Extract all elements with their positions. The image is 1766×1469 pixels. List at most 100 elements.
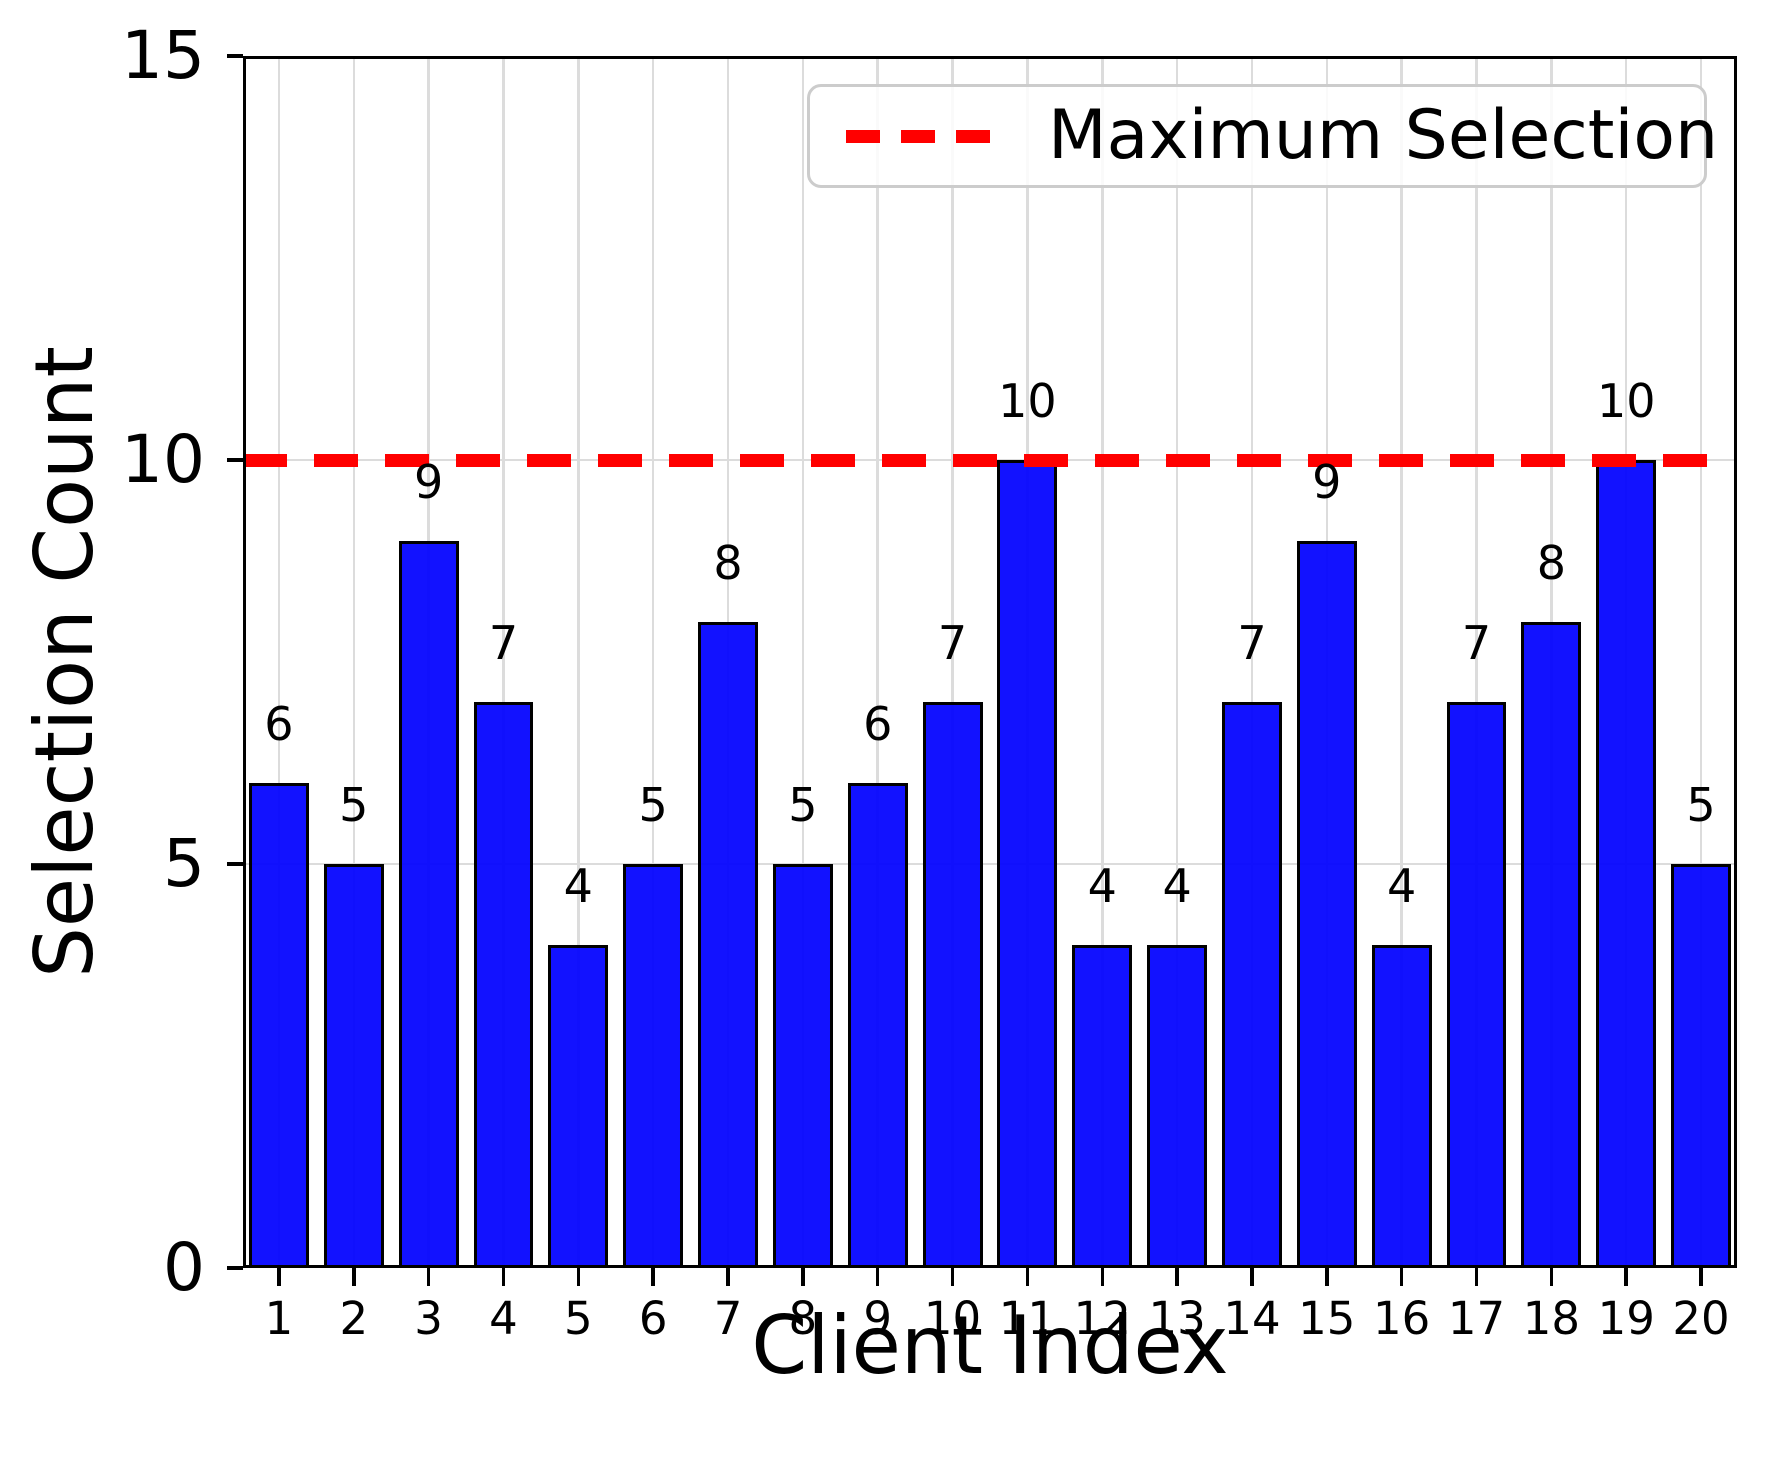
v-gridline — [1699, 56, 1703, 1268]
x-tick-mark — [426, 1268, 431, 1286]
v-gridline — [801, 56, 805, 1268]
bar-client-8 — [772, 864, 833, 1268]
x-tick-label: 3 — [414, 1292, 443, 1345]
x-tick-mark — [1100, 1268, 1105, 1286]
bar-value-label: 7 — [1461, 616, 1492, 671]
bar-client-3 — [398, 540, 459, 1268]
v-gridline — [951, 56, 954, 1268]
bar-value-label: 10 — [998, 374, 1057, 428]
bar-client-1 — [248, 783, 309, 1268]
y-tick-label: 10 — [121, 421, 205, 498]
bar-value-label: 4 — [1087, 858, 1117, 913]
x-tick-label: 8 — [788, 1292, 818, 1345]
x-tick-mark — [277, 1268, 281, 1286]
x-tick-mark — [875, 1268, 880, 1286]
bar-client-17 — [1446, 702, 1507, 1268]
bar-client-6 — [623, 864, 684, 1268]
x-tick-label: 17 — [1447, 1292, 1506, 1345]
y-tick-label: 15 — [121, 17, 205, 94]
bar-value-label: 9 — [1312, 454, 1342, 509]
v-gridline — [1250, 56, 1254, 1268]
x-tick-mark — [352, 1268, 356, 1286]
x-tick-mark — [1699, 1268, 1703, 1286]
x-tick-label: 6 — [638, 1292, 668, 1345]
bar-client-16 — [1371, 944, 1432, 1268]
v-gridline — [876, 56, 879, 1268]
v-gridline — [352, 56, 356, 1268]
x-tick-mark — [1474, 1268, 1479, 1286]
bar-client-2 — [323, 864, 384, 1268]
v-gridline — [1475, 56, 1478, 1268]
maximum-selection-line — [243, 453, 1737, 467]
bar-client-10 — [922, 702, 983, 1268]
bar-client-14 — [1222, 702, 1282, 1268]
x-tick-mark — [651, 1268, 655, 1286]
x-axis-title: Client Index — [751, 1299, 1229, 1392]
legend-dashed-line-sample — [846, 129, 1006, 143]
v-gridline — [502, 56, 505, 1268]
x-tick-label: 19 — [1597, 1292, 1655, 1345]
v-gridline — [277, 56, 281, 1268]
bar-client-5 — [548, 944, 609, 1268]
x-tick-label: 16 — [1373, 1292, 1431, 1345]
x-tick-label: 10 — [923, 1292, 982, 1345]
x-tick-mark — [1399, 1268, 1404, 1286]
x-tick-mark — [1175, 1268, 1179, 1286]
x-tick-label: 13 — [1148, 1292, 1206, 1345]
bar-client-11 — [997, 460, 1058, 1268]
x-tick-mark — [726, 1268, 730, 1286]
v-gridline — [1400, 56, 1403, 1268]
v-gridline — [1175, 56, 1179, 1268]
x-tick-mark — [1025, 1268, 1030, 1286]
bar-value-label: 9 — [413, 454, 444, 509]
x-tick-label: 12 — [1073, 1292, 1131, 1345]
bar-client-7 — [698, 621, 758, 1268]
x-tick-label: 18 — [1522, 1292, 1580, 1345]
x-tick-label: 1 — [264, 1292, 294, 1345]
x-tick-label: 4 — [489, 1292, 518, 1345]
bar-client-15 — [1296, 540, 1357, 1268]
plot-area: 6 5 9 7 4 5 8 5 6 7 10 4 4 7 9 4 7 8 10 5 — [243, 56, 1737, 1268]
x-tick-label: 15 — [1298, 1292, 1356, 1345]
bar-value-label: 10 — [1596, 374, 1656, 428]
x-tick-label: 7 — [713, 1292, 743, 1345]
x-tick-mark — [950, 1268, 955, 1286]
legend: Maximum Selection — [807, 84, 1718, 188]
x-tick-label: 11 — [998, 1292, 1057, 1345]
y-tick-mark — [227, 1266, 243, 1270]
bar-value-label: 7 — [488, 616, 519, 671]
v-gridline — [577, 56, 580, 1268]
x-tick-mark — [1325, 1268, 1329, 1286]
bar-value-label: 7 — [937, 616, 968, 671]
y-tick-label: 5 — [163, 825, 205, 902]
bar-value-label: 5 — [1686, 778, 1716, 832]
bar-value-label: 8 — [713, 535, 743, 590]
bar-client-20 — [1671, 864, 1731, 1268]
bar-value-label: 5 — [339, 778, 369, 832]
x-tick-label: 20 — [1672, 1292, 1730, 1345]
legend-label: Maximum Selection — [1048, 96, 1719, 175]
bar-value-label: 5 — [638, 778, 668, 832]
bar-value-label: 4 — [1162, 858, 1192, 913]
x-tick-mark — [501, 1268, 506, 1286]
x-tick-mark — [576, 1268, 581, 1286]
y-tick-label: 0 — [163, 1229, 205, 1306]
bar-client-4 — [473, 702, 534, 1268]
bar-client-9 — [847, 783, 908, 1268]
bar-value-label: 6 — [863, 697, 893, 752]
y-tick-mark — [227, 862, 243, 866]
y-tick-mark — [227, 54, 243, 58]
v-gridline — [1101, 56, 1104, 1268]
bar-client-18 — [1521, 621, 1582, 1268]
x-tick-label: 9 — [863, 1292, 893, 1345]
bar-value-label: 4 — [1387, 858, 1417, 913]
x-tick-label: 2 — [339, 1292, 369, 1345]
bar-value-label: 6 — [264, 697, 294, 752]
bar-client-19 — [1596, 460, 1657, 1268]
x-tick-mark — [1624, 1268, 1628, 1286]
x-tick-label: 14 — [1223, 1292, 1281, 1345]
bar-value-label: 7 — [1237, 616, 1267, 671]
bar-client-12 — [1072, 944, 1133, 1268]
bar-client-13 — [1147, 944, 1208, 1268]
